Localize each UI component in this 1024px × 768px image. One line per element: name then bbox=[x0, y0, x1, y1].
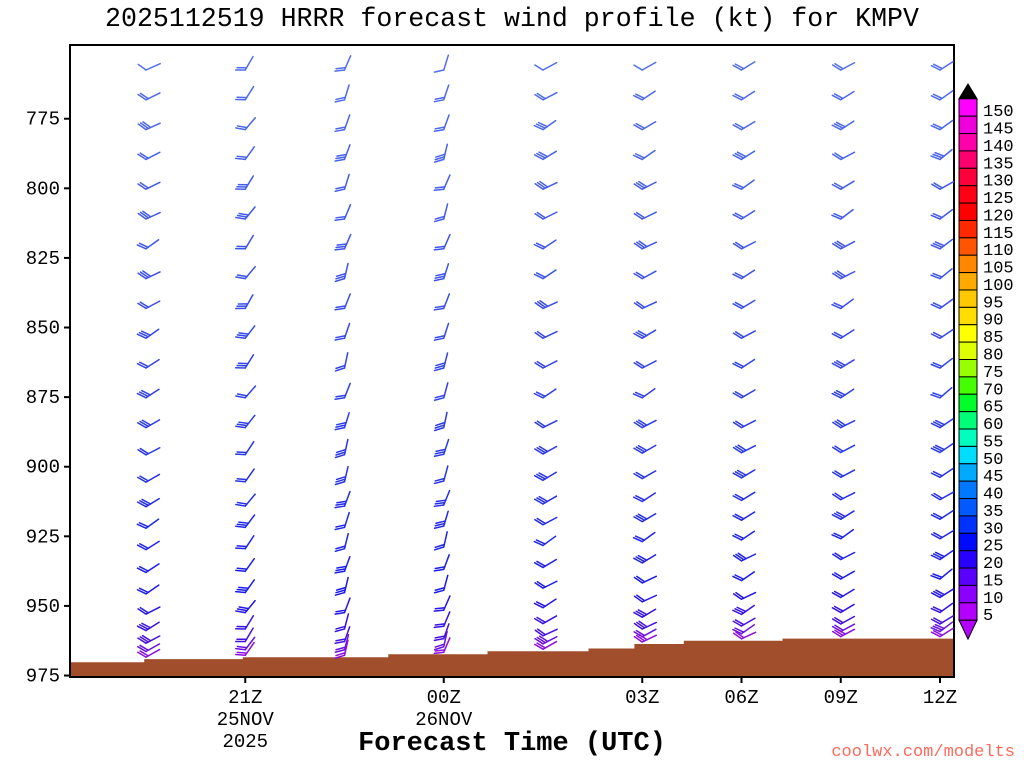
svg-text:775: 775 bbox=[26, 109, 60, 131]
svg-text:45: 45 bbox=[983, 468, 1003, 487]
svg-text:115: 115 bbox=[983, 225, 1014, 244]
svg-text:875: 875 bbox=[26, 387, 60, 409]
svg-text:26NOV: 26NOV bbox=[415, 709, 473, 731]
svg-text:70: 70 bbox=[983, 381, 1003, 400]
svg-text:35: 35 bbox=[983, 503, 1003, 522]
svg-text:105: 105 bbox=[983, 260, 1014, 279]
svg-text:825: 825 bbox=[26, 248, 60, 270]
svg-text:975: 975 bbox=[26, 666, 60, 688]
svg-text:80: 80 bbox=[983, 347, 1003, 366]
svg-text:950: 950 bbox=[26, 596, 60, 618]
svg-text:135: 135 bbox=[983, 155, 1014, 174]
svg-text:25NOV: 25NOV bbox=[217, 709, 275, 731]
svg-text:55: 55 bbox=[983, 433, 1003, 452]
svg-text:20: 20 bbox=[983, 555, 1003, 574]
svg-text:10: 10 bbox=[983, 590, 1003, 609]
svg-text:12Z: 12Z bbox=[923, 687, 957, 709]
svg-text:900: 900 bbox=[26, 457, 60, 479]
svg-text:90: 90 bbox=[983, 312, 1003, 331]
svg-text:50: 50 bbox=[983, 451, 1003, 470]
svg-text:03Z: 03Z bbox=[625, 687, 659, 709]
svg-text:30: 30 bbox=[983, 520, 1003, 539]
svg-text:150: 150 bbox=[983, 103, 1014, 122]
svg-text:125: 125 bbox=[983, 190, 1014, 209]
svg-text:25: 25 bbox=[983, 538, 1003, 557]
svg-text:140: 140 bbox=[983, 138, 1014, 157]
svg-text:5: 5 bbox=[983, 607, 993, 626]
svg-text:09Z: 09Z bbox=[824, 687, 858, 709]
svg-text:130: 130 bbox=[983, 173, 1014, 192]
svg-text:00Z: 00Z bbox=[427, 687, 461, 709]
svg-text:850: 850 bbox=[26, 318, 60, 340]
svg-text:145: 145 bbox=[983, 121, 1014, 140]
svg-text:21Z: 21Z bbox=[228, 687, 262, 709]
svg-text:925: 925 bbox=[26, 526, 60, 548]
svg-text:40: 40 bbox=[983, 486, 1003, 505]
svg-text:120: 120 bbox=[983, 207, 1014, 226]
svg-text:65: 65 bbox=[983, 399, 1003, 418]
svg-text:95: 95 bbox=[983, 294, 1003, 313]
svg-text:06Z: 06Z bbox=[724, 687, 758, 709]
svg-text:60: 60 bbox=[983, 416, 1003, 435]
svg-text:75: 75 bbox=[983, 364, 1003, 383]
svg-text:2025: 2025 bbox=[222, 731, 268, 753]
svg-text:85: 85 bbox=[983, 329, 1003, 348]
svg-text:100: 100 bbox=[983, 277, 1014, 296]
svg-text:110: 110 bbox=[983, 242, 1014, 261]
svg-text:Forecast Time (UTC): Forecast Time (UTC) bbox=[358, 729, 666, 759]
svg-text:800: 800 bbox=[26, 178, 60, 200]
svg-text:2025112519 HRRR forecast wind: 2025112519 HRRR forecast wind profile (k… bbox=[105, 4, 919, 34]
svg-text:coolwx.com/modelts: coolwx.com/modelts bbox=[831, 743, 1015, 762]
svg-text:15: 15 bbox=[983, 572, 1003, 591]
